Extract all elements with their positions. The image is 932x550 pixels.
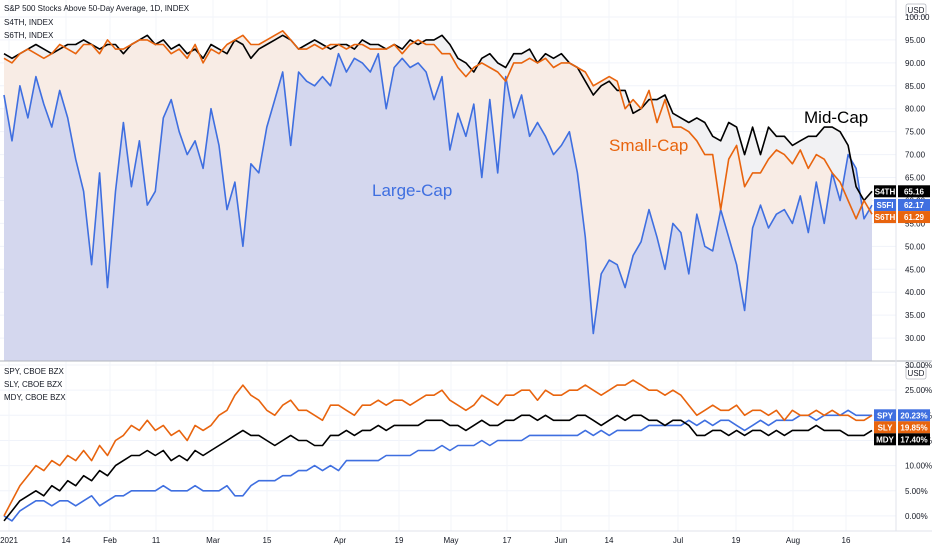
price-tag-s5fi: S5FI 62.17 — [874, 199, 930, 212]
x-tick-label: 14 — [62, 536, 71, 545]
currency-bottom: USD — [908, 369, 925, 378]
y-tick-label: 100.00 — [905, 13, 930, 22]
price-tags: S4TH 65.16 S5FI 62.17 S6TH 61.29 SPY 20.23% SLY 1… — [874, 185, 930, 446]
y-tick-label: 35.00 — [905, 311, 926, 320]
top-pane-legend: S&P 500 Stocks Above 50-Day Average, 1D,… — [4, 4, 190, 40]
price-tag-value: 62.17 — [904, 201, 925, 210]
legend-s4th[interactable]: S4TH, INDEX — [4, 18, 54, 27]
y-tick-label: 75.00 — [905, 128, 926, 137]
y-tick-label: 95.00 — [905, 36, 926, 45]
series-line-spy[interactable] — [3, 409, 872, 522]
y-tick-label: 10.00% — [905, 462, 932, 471]
y-tick-label: 25.00% — [905, 386, 932, 395]
currency-label-bottom: USD — [905, 366, 927, 380]
y-tick-label: 45.00 — [905, 265, 926, 274]
x-tick-label: May — [443, 536, 458, 545]
x-tick-label: 19 — [395, 536, 404, 545]
x-tick-label: Aug — [786, 536, 800, 545]
y-tick-label: 70.00 — [905, 151, 926, 160]
price-tag-symbol-bg — [874, 421, 896, 434]
price-tag-symbol-bg — [874, 409, 896, 422]
y-tick-label: 90.00 — [905, 59, 926, 68]
price-tag-value-bg — [898, 409, 930, 422]
series-line-mdy[interactable] — [3, 414, 873, 522]
series-line-sly[interactable] — [3, 379, 873, 517]
price-tag-s6th: S6TH 61.29 — [874, 211, 930, 224]
x-tick-label: 2021 — [0, 536, 18, 545]
price-tag-value: 61.29 — [904, 213, 925, 222]
series-line-s6th[interactable] — [3, 30, 873, 220]
price-tag-value: 19.85% — [900, 423, 927, 432]
y-tick-label: 55.00 — [905, 219, 926, 228]
annotation-small-cap: Small-Cap — [609, 136, 688, 155]
price-tag-symbol-bg — [874, 199, 896, 212]
x-tick-label: 17 — [503, 536, 512, 545]
price-tag-symbol: S4TH — [875, 187, 896, 196]
bottom-pane-legend: SPY, CBOE BZX SLY, CBOE BZX MDY, CBOE BZ… — [4, 367, 66, 402]
x-tick-label: Mar — [206, 536, 220, 545]
y-tick-label: 5.00% — [905, 487, 928, 496]
price-tag-value: 17.40% — [900, 435, 927, 444]
price-tag-value-bg — [898, 199, 930, 212]
price-tag-value: 20.23% — [900, 411, 927, 420]
y-tick-label: 85.00 — [905, 82, 926, 91]
x-tick-label: 14 — [605, 536, 614, 545]
price-tag-value-bg — [898, 433, 930, 446]
y-tick-label: 50.00 — [905, 242, 926, 251]
time-axis[interactable]: 2021 14 Feb 11 Mar 15 Apr 19 May 17 Jun 14 Jul 19 Aug 1… — [0, 536, 851, 545]
x-tick-label: 19 — [732, 536, 741, 545]
price-tag-symbol: S5FI — [877, 201, 894, 210]
y-tick-label: 40.00 — [905, 288, 926, 297]
x-tick-label: 11 — [152, 536, 161, 545]
line-layer — [3, 30, 873, 522]
y-tick-label: 65.00 — [905, 174, 926, 183]
x-tick-label: Apr — [334, 536, 347, 545]
area-s5fi — [4, 53, 872, 361]
legend-mdy[interactable]: MDY, CBOE BZX — [4, 393, 66, 402]
y-tick-label: 80.00 — [905, 105, 926, 114]
y-tick-label: 30.00% — [905, 361, 932, 370]
x-tick-label: Jun — [555, 536, 568, 545]
price-tag-symbol-bg — [874, 185, 896, 198]
currency-label-top: USD — [905, 3, 927, 17]
x-tick-label: Feb — [103, 536, 117, 545]
annotation-mid-cap: Mid-Cap — [804, 108, 868, 127]
y-tick-label: 30.00 — [905, 334, 926, 343]
price-tag-spy: SPY 20.23% — [874, 409, 930, 422]
price-tag-symbol-bg — [874, 211, 896, 224]
legend-spy[interactable]: SPY, CBOE BZX — [4, 367, 65, 376]
price-tag-s4th: S4TH 65.16 — [874, 185, 930, 198]
price-tag-value-bg — [898, 185, 930, 198]
price-tag-symbol: MDY — [876, 435, 894, 444]
legend-title[interactable]: S&P 500 Stocks Above 50-Day Average, 1D,… — [4, 4, 190, 13]
x-tick-label: 16 — [842, 536, 851, 545]
y-tick-label: 0.00% — [905, 512, 928, 521]
series-line-s5fi[interactable] — [3, 52, 873, 335]
price-tag-sly: SLY 19.85% — [874, 421, 930, 434]
x-tick-label: Jul — [673, 536, 683, 545]
price-tag-symbol-bg — [874, 433, 896, 446]
legend-s6th[interactable]: S6TH, INDEX — [4, 31, 54, 40]
price-tag-symbol: S6TH — [875, 213, 896, 222]
price-tag-value-bg — [898, 421, 930, 434]
price-tag-value: 65.16 — [904, 187, 925, 196]
currency-top: USD — [908, 6, 925, 15]
price-tag-mdy: MDY 17.40% — [874, 433, 930, 446]
annotation-large-cap: Large-Cap — [372, 181, 452, 200]
price-tag-symbol: SLY — [878, 423, 893, 432]
legend-sly[interactable]: SLY, CBOE BZX — [4, 380, 63, 389]
series-line-s4th[interactable] — [3, 34, 873, 202]
price-tag-value-bg — [898, 211, 930, 224]
price-tag-symbol: SPY — [877, 411, 894, 420]
x-tick-label: 15 — [263, 536, 272, 545]
